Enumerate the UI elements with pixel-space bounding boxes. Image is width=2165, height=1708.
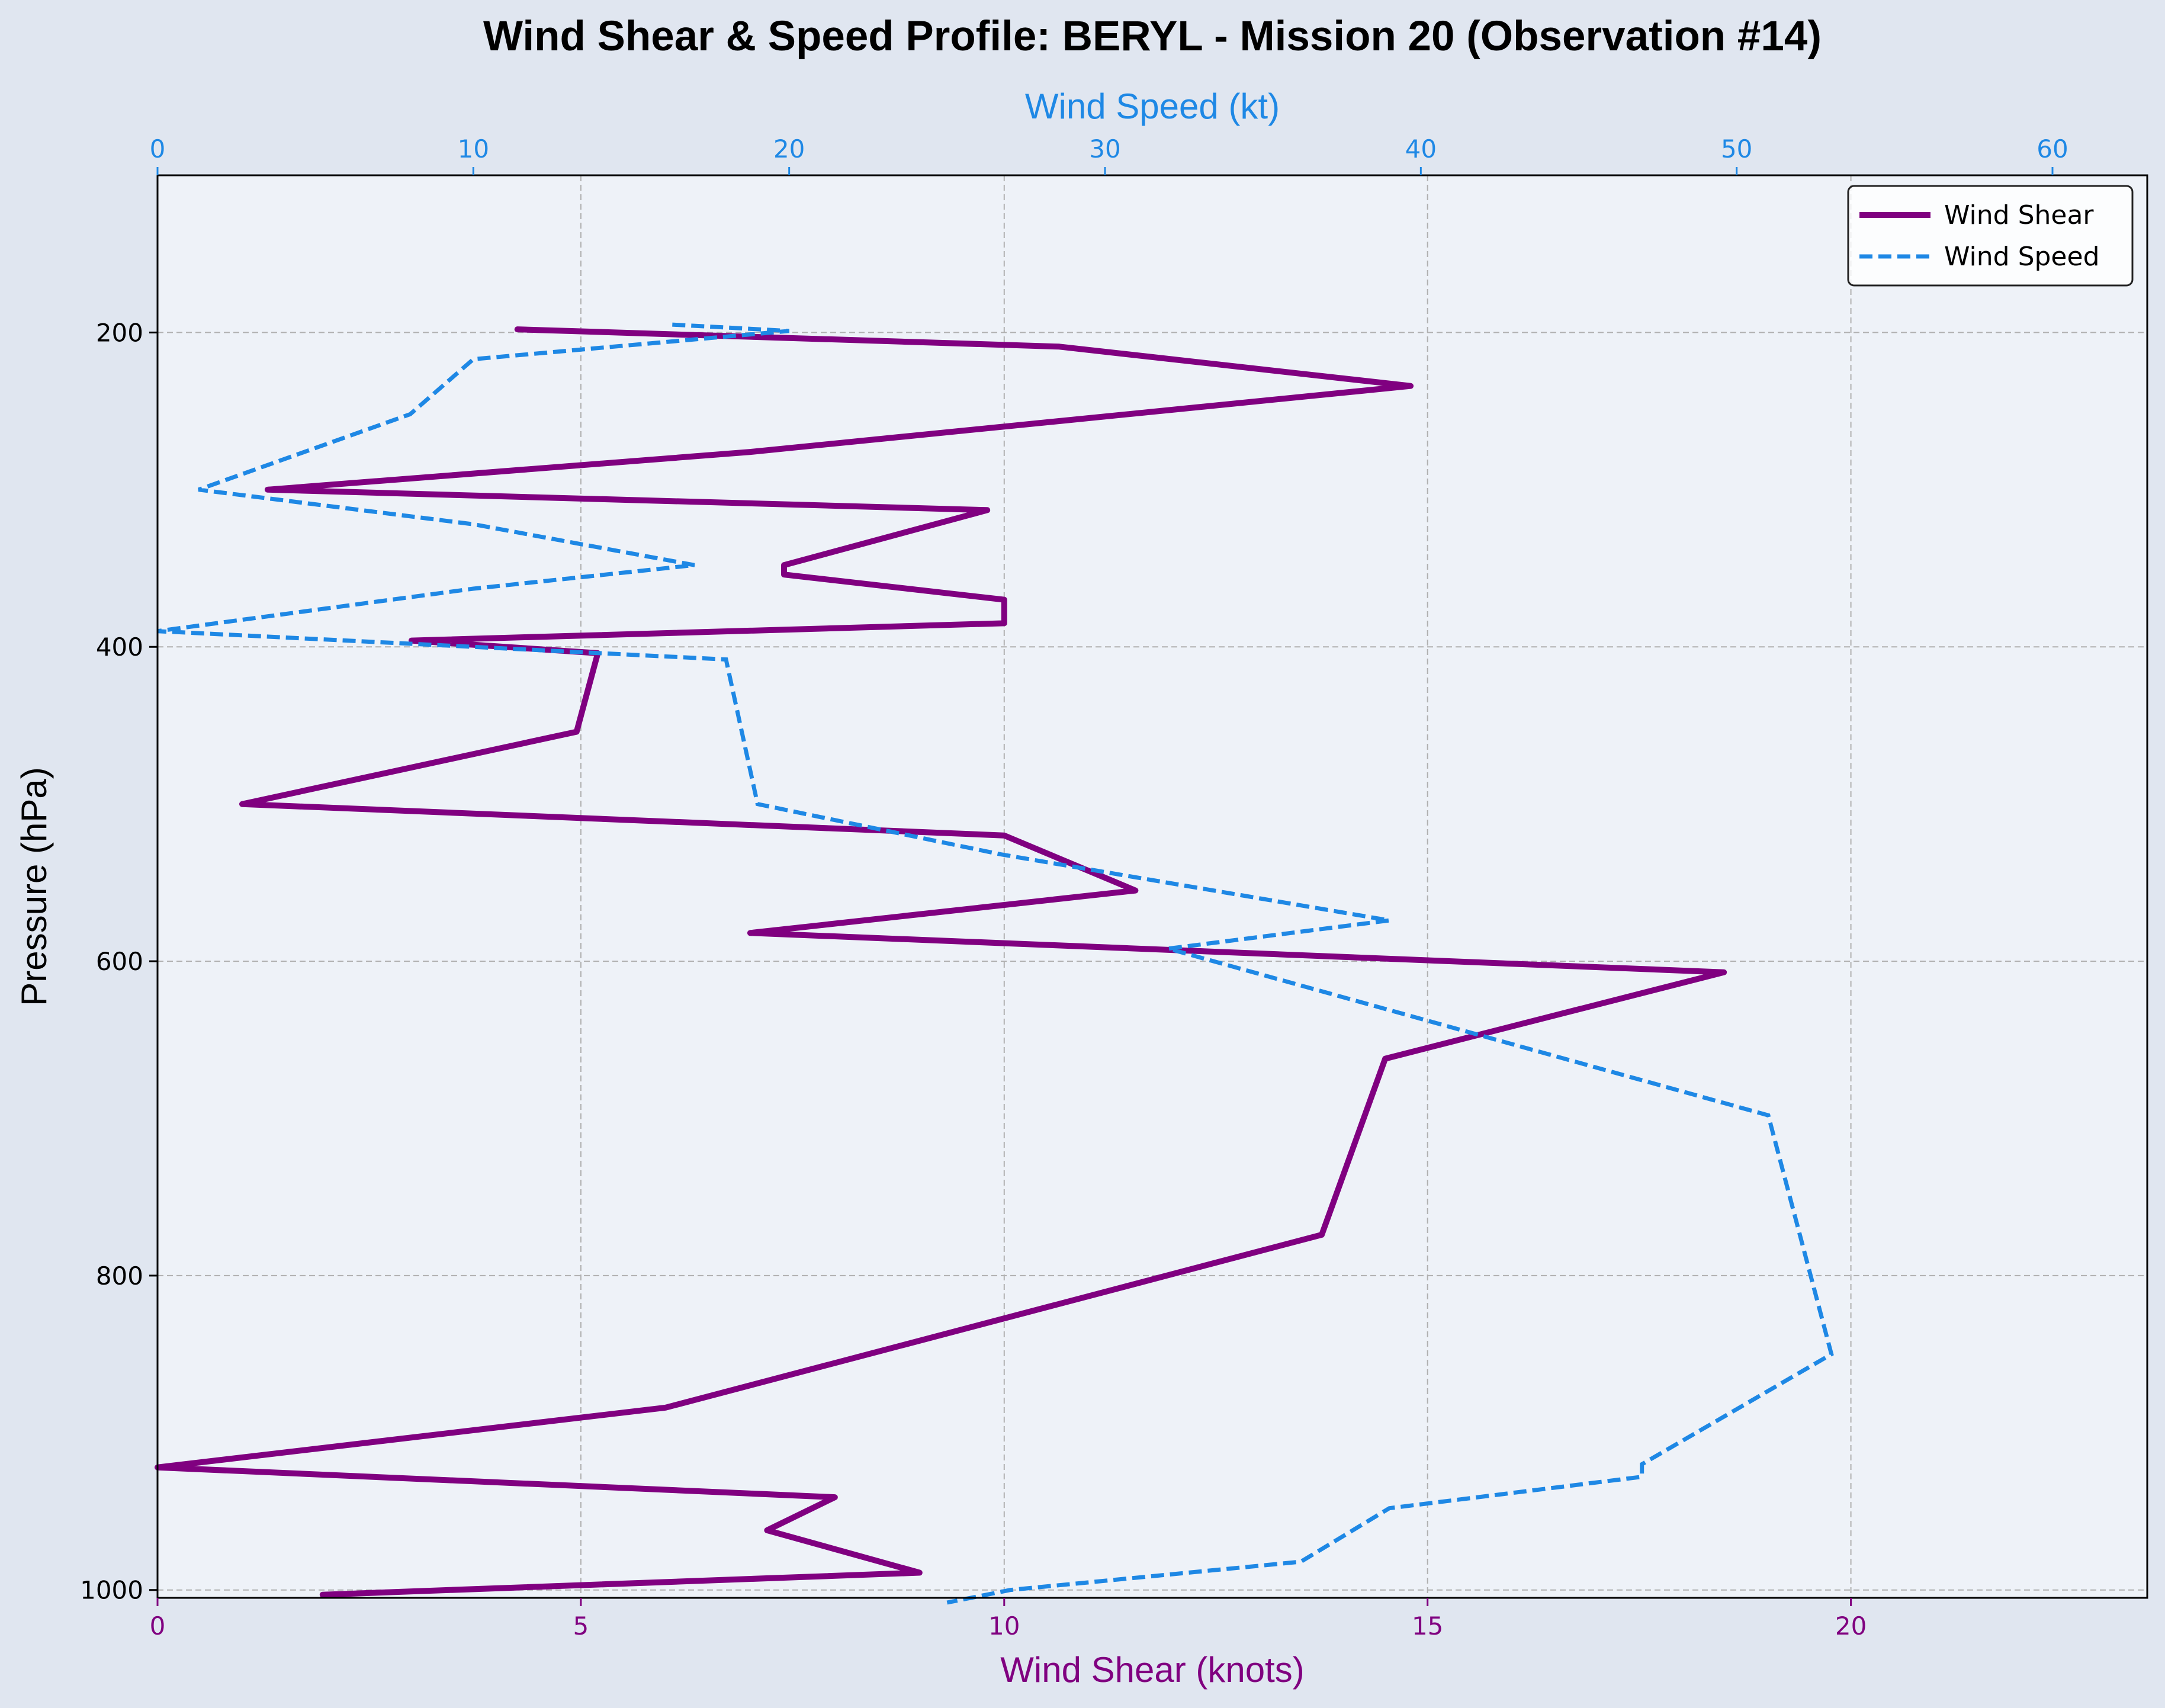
legend: Wind Shear Wind Speed — [1847, 185, 2134, 287]
y-tick-label-400: 400 — [96, 633, 143, 662]
top-axis-ticks: 0 10 20 30 40 50 60 — [150, 134, 2068, 175]
bottom-tick-label-10: 10 — [988, 1611, 1020, 1640]
top-tick-label-30: 30 — [1089, 134, 1120, 163]
y-tick-label-1000: 1000 — [80, 1576, 143, 1605]
legend-label-wind-speed: Wind Speed — [1944, 242, 2100, 272]
top-tick-label-60: 60 — [2036, 134, 2068, 163]
bottom-tick-label-5: 5 — [573, 1611, 589, 1640]
top-tick-label-40: 40 — [1405, 134, 1437, 163]
y-tick-label-600: 600 — [96, 947, 143, 976]
y-tick-label-800: 800 — [96, 1261, 143, 1290]
top-tick-label-20: 20 — [773, 134, 805, 163]
bottom-tick-label-15: 15 — [1412, 1611, 1443, 1640]
legend-box — [1847, 185, 2134, 287]
top-axis-label: Wind Speed (kt) — [1025, 86, 1280, 126]
legend-label-wind-shear: Wind Shear — [1944, 200, 2094, 230]
bottom-axis-label: Wind Shear (knots) — [1000, 1650, 1305, 1690]
y-tick-label-200: 200 — [96, 318, 143, 347]
top-tick-label-0: 0 — [150, 134, 166, 163]
bottom-tick-label-20: 20 — [1835, 1611, 1867, 1640]
grid — [157, 175, 2147, 1598]
series-line-wind-shear — [155, 326, 1727, 1598]
top-tick-label-10: 10 — [458, 134, 489, 163]
plot-frame — [156, 174, 2148, 1599]
series-layer — [155, 322, 1834, 1605]
chart-title: Wind Shear & Speed Profile: BERYL - Miss… — [483, 13, 1822, 60]
bottom-axis-ticks: 0 5 10 15 20 — [150, 1598, 1867, 1640]
series-line-wind-speed — [157, 322, 1834, 1605]
top-tick-label-50: 50 — [1721, 134, 1752, 163]
left-axis-ticks: 200 400 600 800 1000 — [80, 318, 158, 1605]
plot-background — [158, 175, 2147, 1598]
left-axis-label: Pressure (hPa) — [14, 767, 54, 1006]
bottom-tick-label-0: 0 — [150, 1611, 166, 1640]
